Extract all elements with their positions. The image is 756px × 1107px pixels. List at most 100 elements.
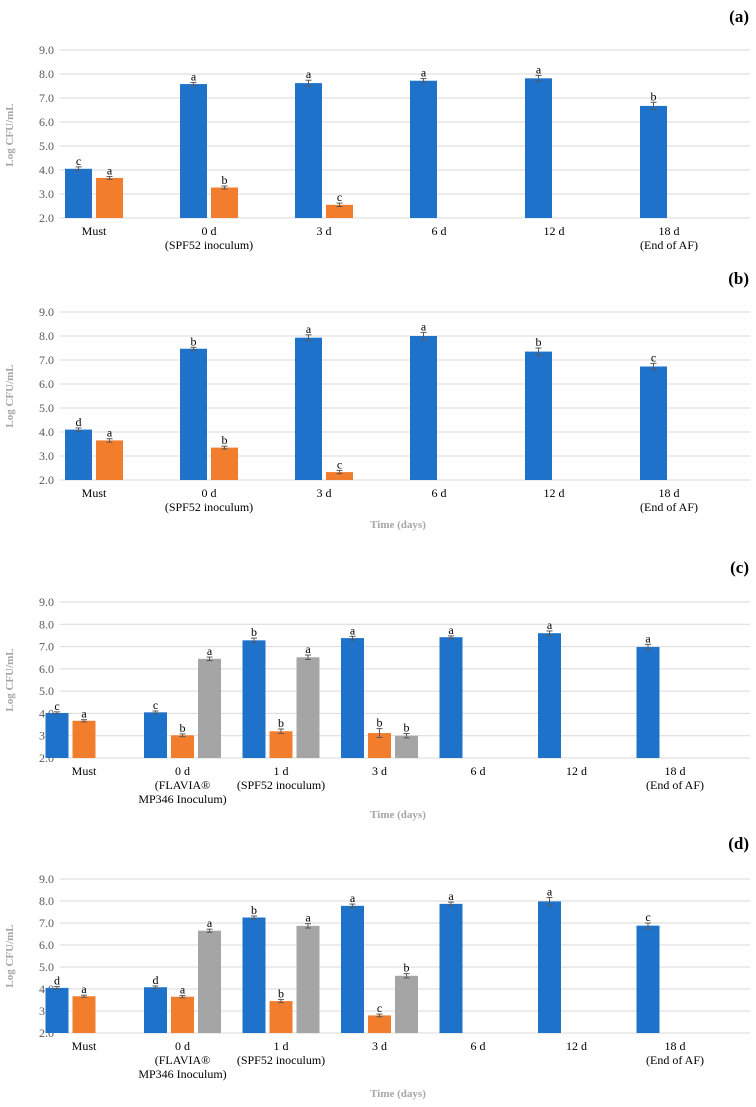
significance-letter: d <box>54 974 60 988</box>
x-tick-label: 6 d <box>471 764 486 778</box>
bar-gray <box>296 657 320 758</box>
x-tick-label: (End of AF) <box>646 778 704 792</box>
bar-blue <box>410 80 437 218</box>
bar-blue <box>525 351 552 480</box>
x-tick-label: (SPF52 inoculum) <box>237 1053 325 1067</box>
x-tick-label: 12 d <box>544 486 565 500</box>
y-tick-label: 3.0 <box>39 187 54 201</box>
bar-blue <box>640 366 667 480</box>
significance-letter: a <box>306 322 312 336</box>
bar-gray <box>395 735 418 758</box>
significance-letter: a <box>448 623 454 637</box>
significance-letter: a <box>421 66 427 80</box>
bar-blue <box>295 83 322 219</box>
x-tick-label: 0 d <box>175 1039 190 1053</box>
x-tick-label: 0 d <box>202 486 217 500</box>
bar-blue <box>180 348 207 480</box>
x-axis-label: Time (days) <box>370 1088 426 1100</box>
significance-letter: a <box>448 889 454 903</box>
significance-letter: b <box>404 961 410 975</box>
x-tick-label: 18 d <box>665 1039 686 1053</box>
significance-letter: a <box>547 884 553 898</box>
significance-letter: c <box>651 350 656 364</box>
panel-label: (d) <box>728 834 749 853</box>
significance-letter: b <box>536 335 542 349</box>
significance-letter: b <box>278 716 284 730</box>
y-tick-label: 8.0 <box>39 617 54 631</box>
y-tick-label: 7.0 <box>39 916 54 930</box>
bar-orange <box>269 1001 293 1033</box>
bar-gray <box>395 975 418 1033</box>
significance-letter: a <box>536 62 542 76</box>
chart-panel-b: (b) 2.0 3.0 4.0 5.0 6.0 7.0 8.0 9.0 Log CFU/mL d a M… <box>4 269 750 531</box>
x-tick-label: Must <box>82 224 107 238</box>
x-tick-label: (FLAVIA® <box>155 778 211 792</box>
y-axis-label: Log CFU/mL <box>4 364 16 427</box>
panel-label: (b) <box>728 269 749 288</box>
bar-orange <box>96 177 123 218</box>
x-tick-label: 18 d <box>659 224 680 238</box>
y-tick-label: 6.0 <box>39 938 54 952</box>
bar-blue <box>439 903 463 1033</box>
x-tick-label: Must <box>72 1039 97 1053</box>
panel-label: (a) <box>729 7 749 26</box>
significance-letter: b <box>222 433 228 447</box>
bar-blue <box>640 105 667 218</box>
x-tick-label: 12 d <box>566 1039 587 1053</box>
x-tick-label: 3 d <box>317 486 332 500</box>
significance-letter: c <box>337 457 342 471</box>
bar-blue <box>144 987 167 1033</box>
significance-letter: c <box>377 1001 382 1015</box>
significance-letter: b <box>278 987 284 1001</box>
bar-blue <box>341 905 364 1033</box>
significance-letter: a <box>350 891 356 905</box>
bar-blue <box>144 712 167 758</box>
bar-orange <box>326 204 353 218</box>
x-tick-label: (SPF52 inoculum) <box>165 500 253 514</box>
significance-letter: b <box>251 625 257 639</box>
significance-letter: b <box>404 720 410 734</box>
significance-letter: b <box>180 721 186 735</box>
y-tick-label: 5.0 <box>39 684 54 698</box>
y-tick-label: 8.0 <box>39 67 54 81</box>
significance-letter: a <box>305 642 311 656</box>
bar-blue <box>636 647 660 758</box>
x-tick-label: Must <box>82 486 107 500</box>
significance-letter: b <box>222 173 228 187</box>
y-tick-label: 5.0 <box>39 401 54 415</box>
x-tick-label: 6 d <box>432 224 447 238</box>
x-tick-label: MP346 Inoculum) <box>138 792 226 806</box>
chart-panel-a: (a) 2.0 3.0 4.0 5.0 6.0 7.0 8.0 9.0 Log CFU/mL c a M… <box>4 7 750 252</box>
x-tick-label: 6 d <box>471 1039 486 1053</box>
significance-letter: c <box>645 910 650 924</box>
significance-letter: d <box>76 415 82 429</box>
x-tick-label: 3 d <box>372 1039 387 1053</box>
bar-orange <box>96 440 123 480</box>
x-tick-label: 12 d <box>566 764 587 778</box>
y-tick-label: 3.0 <box>39 449 54 463</box>
y-tick-label: 2.0 <box>39 211 54 225</box>
bar-orange <box>171 996 194 1033</box>
bar-blue <box>636 925 660 1033</box>
x-tick-label: 12 d <box>544 224 565 238</box>
x-tick-label: (FLAVIA® <box>155 1053 211 1067</box>
y-axis-label: Log CFU/mL <box>4 648 16 711</box>
bar-gray <box>198 658 221 758</box>
bar-blue <box>45 987 69 1033</box>
bar-orange <box>368 1015 391 1033</box>
x-tick-label: 3 d <box>372 764 387 778</box>
y-tick-label: 9.0 <box>39 872 54 886</box>
bar-blue <box>45 712 69 758</box>
y-tick-label: 4.0 <box>39 163 54 177</box>
bar-blue <box>538 633 561 758</box>
bar-blue <box>65 429 92 480</box>
x-tick-label: MP346 Inoculum) <box>138 1067 226 1081</box>
x-axis-label: Time (days) <box>370 809 426 821</box>
x-tick-label: 18 d <box>659 486 680 500</box>
bar-orange <box>269 731 293 758</box>
significance-letter: a <box>305 911 311 925</box>
y-tick-label: 7.0 <box>39 353 54 367</box>
